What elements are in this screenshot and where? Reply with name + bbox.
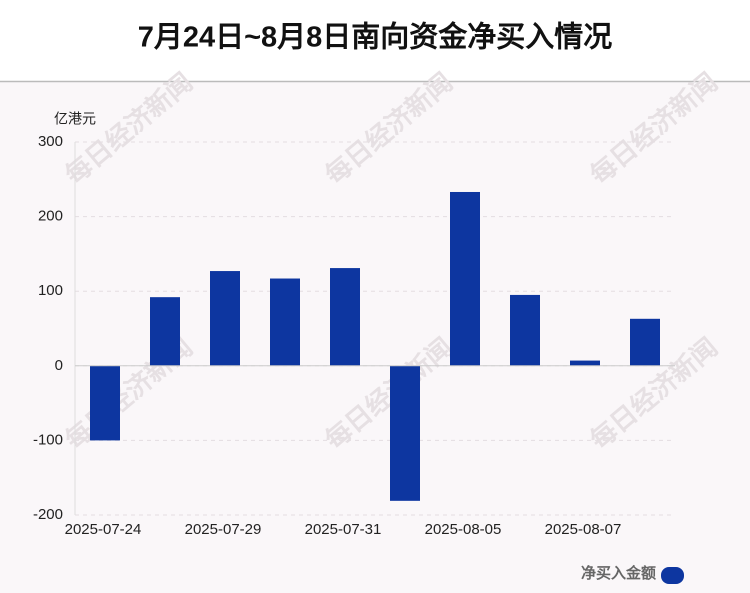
y-tick-label: -100 bbox=[33, 431, 63, 448]
bar bbox=[270, 278, 300, 366]
y-axis-label: 亿港元 bbox=[54, 111, 96, 127]
chart-title: 7月24日~8月8日南向资金净买入情况 bbox=[138, 20, 613, 54]
x-tick-label: 2025-07-31 bbox=[305, 521, 382, 538]
bar bbox=[510, 294, 540, 366]
y-tick-label: 200 bbox=[38, 208, 63, 225]
bar bbox=[90, 365, 120, 441]
legend-label: 净买入金额 bbox=[581, 564, 656, 582]
bar bbox=[570, 360, 600, 366]
y-tick-label: -200 bbox=[33, 506, 63, 523]
x-tick-label: 2025-07-24 bbox=[65, 521, 142, 538]
bar bbox=[630, 318, 660, 366]
bar bbox=[150, 297, 180, 366]
bar bbox=[390, 365, 420, 501]
y-tick-label: 100 bbox=[38, 282, 63, 299]
x-tick-label: 2025-08-07 bbox=[545, 521, 622, 538]
bar bbox=[330, 268, 360, 366]
x-tick-label: 2025-07-29 bbox=[185, 521, 262, 538]
y-tick-label: 0 bbox=[55, 357, 63, 374]
header bbox=[0, 0, 750, 81]
bar bbox=[210, 271, 240, 366]
bar bbox=[450, 191, 480, 366]
y-tick-label: 300 bbox=[38, 133, 63, 150]
legend-swatch bbox=[661, 567, 684, 584]
x-tick-label: 2025-08-05 bbox=[425, 521, 502, 538]
